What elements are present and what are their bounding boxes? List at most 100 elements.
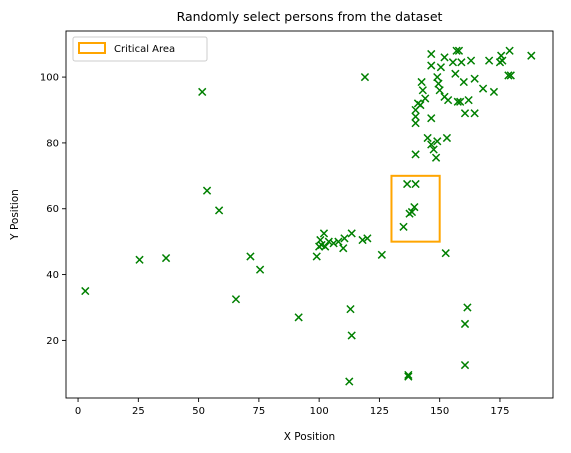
data-point-79 bbox=[478, 84, 488, 93]
data-point-40 bbox=[463, 303, 472, 312]
data-point-81 bbox=[489, 87, 499, 97]
data-point-38 bbox=[460, 319, 470, 329]
x-tick-label-175: 175 bbox=[490, 406, 509, 417]
data-point-86 bbox=[505, 46, 514, 55]
data-point-7 bbox=[246, 252, 255, 261]
data-point-54 bbox=[427, 49, 436, 59]
y-tick-label-20: 20 bbox=[46, 336, 59, 347]
data-point-68 bbox=[452, 46, 461, 55]
data-point-23 bbox=[347, 331, 356, 340]
data-point-70 bbox=[454, 46, 464, 55]
data-point-67 bbox=[451, 69, 460, 78]
data-point-27 bbox=[363, 234, 372, 243]
y-axis-label: Y Position bbox=[9, 189, 21, 241]
x-tick-label-25: 25 bbox=[132, 406, 145, 417]
axes-frame bbox=[65, 30, 554, 399]
x-tick-label-0: 0 bbox=[75, 406, 81, 417]
data-point-5 bbox=[214, 206, 224, 215]
axes: 0 25 50 75 100 125 150 175 20 40 60 80 100 bbox=[40, 30, 554, 417]
data-point-28 bbox=[377, 250, 386, 259]
data-point-34 bbox=[411, 179, 420, 189]
data-point-55 bbox=[429, 145, 438, 154]
data-point-6 bbox=[231, 295, 241, 304]
data-point-56 bbox=[431, 153, 441, 162]
data-point-62 bbox=[440, 53, 449, 62]
data-point-71 bbox=[456, 97, 465, 106]
data-point-20 bbox=[340, 234, 349, 243]
data-point-49 bbox=[421, 94, 430, 103]
data-point-46 bbox=[416, 100, 425, 110]
data-point-84 bbox=[498, 56, 507, 65]
y-tick-label-80: 80 bbox=[46, 138, 59, 149]
data-point-65 bbox=[443, 95, 453, 105]
data-point-1 bbox=[135, 255, 144, 264]
x-tick-label-100: 100 bbox=[310, 406, 329, 417]
data-point-4 bbox=[202, 186, 212, 195]
data-point-32 bbox=[407, 207, 417, 217]
data-point-37 bbox=[441, 249, 450, 258]
critical-area-rect bbox=[390, 174, 441, 243]
x-tick-label-75: 75 bbox=[253, 406, 266, 417]
x-tick-label-150: 150 bbox=[430, 406, 449, 417]
plot-area bbox=[81, 46, 536, 386]
y-tick-label-100: 100 bbox=[40, 73, 59, 84]
legend-swatch-critical-area bbox=[78, 42, 106, 54]
data-point-9 bbox=[294, 313, 303, 322]
data-point-22 bbox=[347, 229, 356, 238]
data-point-57 bbox=[433, 137, 442, 146]
x-tick-label-50: 50 bbox=[192, 406, 205, 417]
data-point-73 bbox=[459, 77, 468, 87]
legend-box bbox=[72, 36, 208, 62]
data-point-18 bbox=[334, 237, 343, 246]
data-point-43 bbox=[411, 112, 420, 121]
data-point-17 bbox=[329, 239, 338, 248]
legend: Critical Area bbox=[72, 36, 208, 62]
x-axis-label: X Position bbox=[284, 431, 335, 443]
data-point-66 bbox=[448, 58, 458, 67]
data-point-19 bbox=[339, 244, 348, 253]
data-point-26 bbox=[360, 72, 370, 82]
data-point-41 bbox=[411, 150, 420, 159]
data-point-8 bbox=[255, 265, 265, 274]
data-point-59 bbox=[434, 79, 443, 88]
legend-label-critical-area: Critical Area bbox=[114, 44, 175, 55]
data-point-33 bbox=[410, 202, 419, 212]
data-point-64 bbox=[442, 133, 452, 143]
y-tick-label-40: 40 bbox=[46, 270, 59, 281]
data-point-2 bbox=[161, 253, 171, 263]
data-point-80 bbox=[484, 56, 494, 65]
data-point-42 bbox=[411, 119, 420, 128]
data-point-3 bbox=[198, 87, 207, 97]
data-point-36 bbox=[404, 372, 413, 381]
data-point-30 bbox=[403, 179, 412, 189]
data-point-78 bbox=[470, 74, 479, 83]
data-point-16 bbox=[324, 237, 333, 246]
data-point-60 bbox=[435, 86, 444, 95]
data-point-0 bbox=[81, 286, 90, 296]
data-point-35 bbox=[404, 370, 413, 380]
data-point-76 bbox=[466, 56, 476, 65]
data-point-77 bbox=[470, 109, 479, 118]
data-point-50 bbox=[423, 133, 432, 143]
data-point-10 bbox=[312, 252, 321, 261]
data-point-39 bbox=[460, 360, 470, 370]
data-point-48 bbox=[418, 86, 427, 95]
data-point-61 bbox=[436, 63, 446, 72]
data-point-21 bbox=[346, 304, 355, 314]
data-point-15 bbox=[321, 242, 330, 251]
data-point-53 bbox=[427, 61, 436, 70]
chart-title: Randomly select persons from the dataset bbox=[177, 9, 443, 24]
data-point-83 bbox=[497, 51, 506, 60]
data-point-12 bbox=[316, 235, 325, 245]
data-point-74 bbox=[460, 109, 470, 118]
data-point-52 bbox=[427, 140, 436, 149]
y-tick-label-60: 60 bbox=[46, 204, 59, 215]
data-point-85 bbox=[504, 71, 513, 80]
data-point-69 bbox=[453, 97, 462, 106]
data-point-29 bbox=[399, 222, 408, 231]
data-point-24 bbox=[345, 377, 354, 386]
data-point-87 bbox=[506, 71, 515, 80]
data-point-75 bbox=[464, 95, 473, 105]
data-point-25 bbox=[358, 235, 367, 245]
